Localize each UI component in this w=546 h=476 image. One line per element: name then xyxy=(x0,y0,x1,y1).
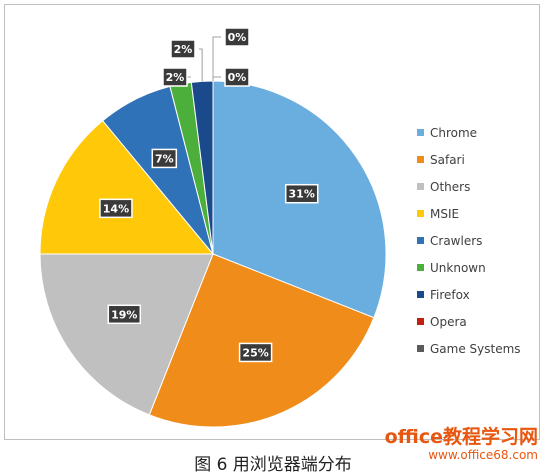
legend-label: Opera xyxy=(430,314,467,329)
data-label-opera: 0% xyxy=(228,31,247,44)
data-label-box xyxy=(238,342,273,363)
leader-line xyxy=(212,76,221,81)
data-label-box xyxy=(151,148,178,169)
legend-item-crawlers: Crawlers xyxy=(417,227,521,254)
data-label-box xyxy=(107,304,142,325)
legend-swatch xyxy=(417,345,424,352)
data-label-box xyxy=(170,39,196,59)
legend-item-opera: Opera xyxy=(417,308,521,335)
data-label-box xyxy=(284,183,319,204)
leader-line xyxy=(212,36,221,81)
pie-slice-safari xyxy=(148,253,375,428)
watermark-url: www.office68.com xyxy=(428,448,538,462)
data-label-safari: 25% xyxy=(242,346,268,359)
legend-swatch xyxy=(417,129,424,136)
data-label-game-systems: 0% xyxy=(228,71,247,84)
data-label-msie: 14% xyxy=(103,202,129,215)
data-label-unknown: 2% xyxy=(166,71,185,84)
legend-item-game-systems: Game Systems xyxy=(417,335,521,362)
legend-item-firefox: Firefox xyxy=(417,281,521,308)
pie-slice-msie xyxy=(39,119,215,255)
legend-label: Game Systems xyxy=(430,341,521,356)
legend-label: Others xyxy=(430,179,471,194)
watermark-title: office教程学习网 xyxy=(384,426,538,448)
legend-swatch xyxy=(417,318,424,325)
chart-frame: 31% 25% 19% 14% 7% 2% 2% 0% 0% Chrome Safari Other… xyxy=(4,4,540,440)
data-label-chrome: 31% xyxy=(289,188,315,201)
pie-chart: 31% 25% 19% 14% 7% 2% 2% 0% 0% xyxy=(39,27,387,428)
data-label-box xyxy=(162,67,188,87)
legend-label: Chrome xyxy=(430,125,478,140)
data-label-firefox: 2% xyxy=(174,43,193,56)
legend-label: MSIE xyxy=(430,206,460,221)
legend-item-others: Others xyxy=(417,173,521,200)
legend: Chrome Safari Others MSIE Crawlers Unknown Fir… xyxy=(417,119,521,362)
legend-swatch xyxy=(417,264,424,271)
legend-item-unknown: Unknown xyxy=(417,254,521,281)
legend-item-safari: Safari xyxy=(417,146,521,173)
legend-item-msie: MSIE xyxy=(417,200,521,227)
legend-swatch xyxy=(417,183,424,190)
figure-caption: 图 6 用浏览器端分布 xyxy=(194,455,352,475)
legend-label: Crawlers xyxy=(430,233,483,248)
legend-label: Unknown xyxy=(430,260,486,275)
leader-line xyxy=(199,48,203,82)
legend-label: Safari xyxy=(430,152,465,167)
legend-swatch xyxy=(417,210,424,217)
legend-swatch xyxy=(417,237,424,244)
legend-label: Firefox xyxy=(430,287,470,302)
pie-slice-others xyxy=(39,253,214,416)
data-label-others: 19% xyxy=(111,308,137,321)
legend-swatch xyxy=(417,156,424,163)
data-label-box xyxy=(224,67,250,87)
data-label-crawlers: 7% xyxy=(155,152,174,165)
legend-swatch xyxy=(417,291,424,298)
watermark: office教程学习网 www.office68.com xyxy=(384,426,538,462)
legend-item-chrome: Chrome xyxy=(417,119,521,146)
data-label-box xyxy=(99,198,133,219)
data-label-box xyxy=(224,27,250,47)
